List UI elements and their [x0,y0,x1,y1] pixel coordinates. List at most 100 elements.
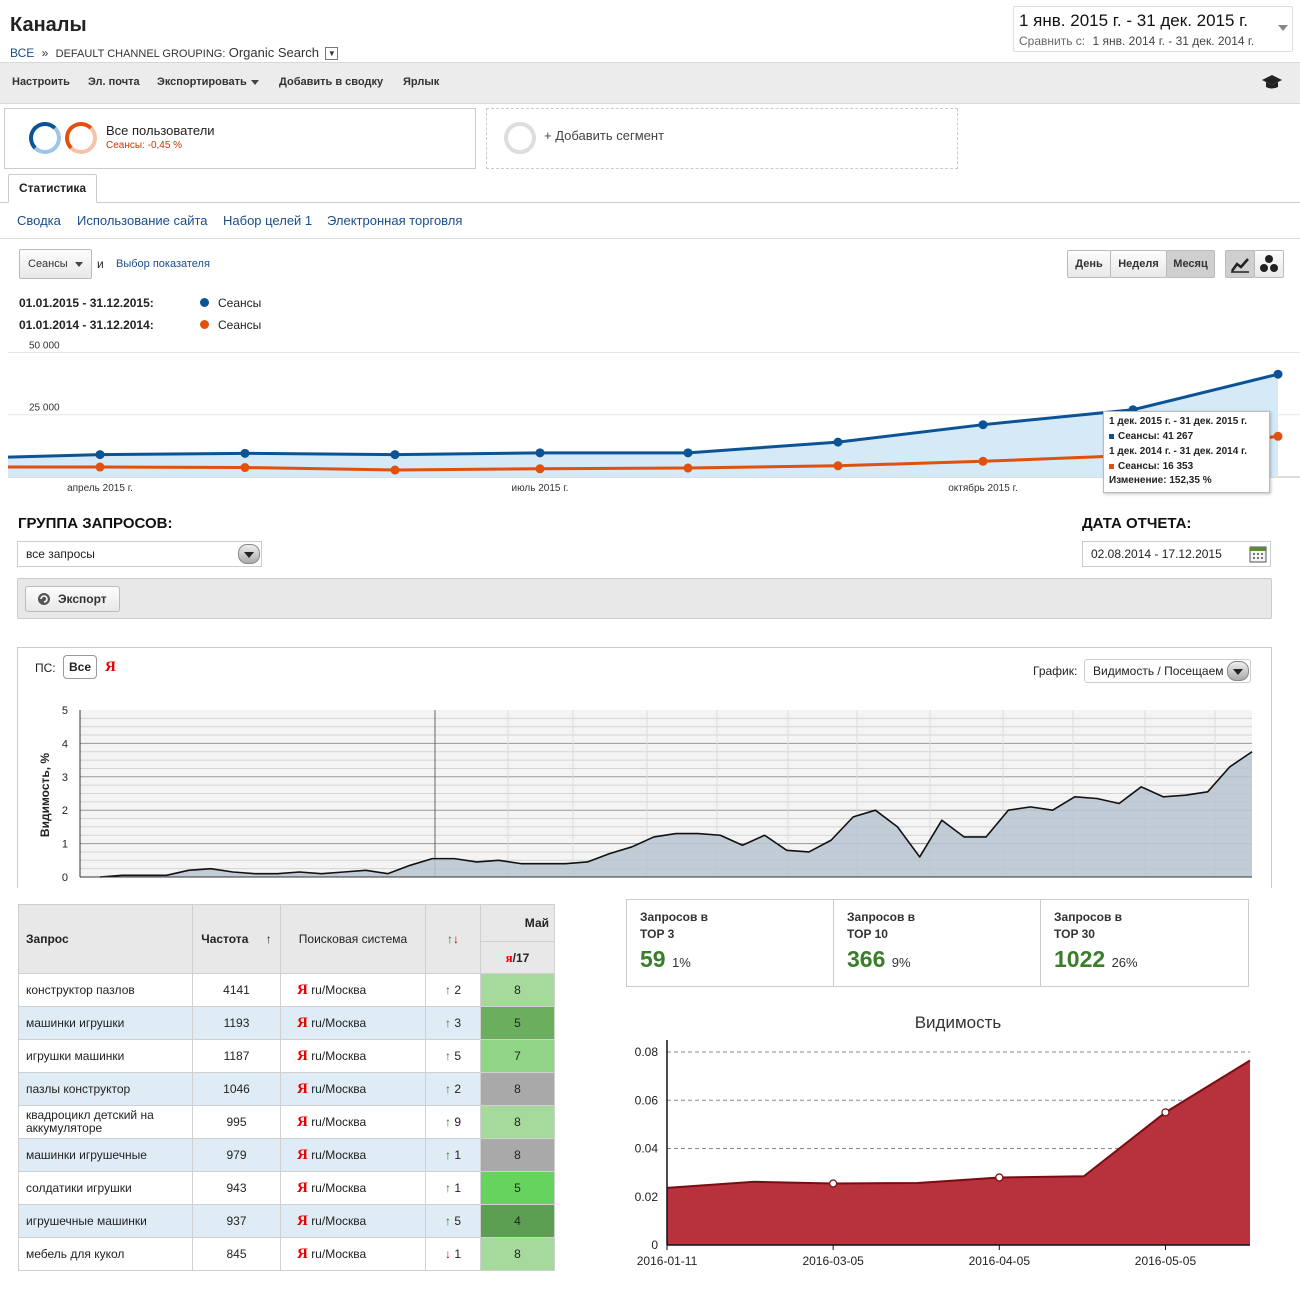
add-segment-label: + Добавить сегмент [544,128,665,143]
table-row[interactable]: игрушки машинки 1187 я ru/Москва ↑ 57 [18,1039,555,1073]
stat-top30: Запросов в TOP 30 1022 26% [1041,900,1247,986]
graph-type-select[interactable]: Видимость / Посещаем [1084,659,1251,683]
export-menu-label: Экспортировать [157,76,247,88]
cell-change: ↑ 1 [425,1138,481,1172]
period-week-button[interactable]: Неделя [1110,250,1167,278]
cell-query[interactable]: солдатики игрушки [18,1171,193,1205]
col-frequency[interactable]: Частота ↑ [192,904,281,974]
line-chart-view-button[interactable] [1225,250,1255,278]
cell-query[interactable]: конструктор пазлов [18,973,193,1007]
series-2014-point [978,456,988,466]
visibility-panel [17,647,1272,888]
breadcrumb-dropdown-icon[interactable]: ▼ [325,47,339,61]
metric-select[interactable]: Сеансы [19,249,92,279]
visibility-trend-chart[interactable]: Видимость 0 0.02 0.04 0.06 0.08 2016-01-11 2016… [620,1000,1280,1280]
yandex-icon: я [297,1047,308,1064]
cell-query[interactable]: квадроцикл детский на аккумуляторе [18,1105,193,1139]
choose-metric-link[interactable]: Выбор показателя [116,258,210,270]
change-arrow-icon: ↑ [444,1049,451,1063]
graduation-cap-icon[interactable] [1262,73,1282,91]
cell-query[interactable]: игрушечные машинки [18,1204,193,1238]
graph-type-value: Видимость / Посещаем [1093,664,1224,678]
yandex-icon: я [297,981,308,998]
table-row[interactable]: машинки игрушки 1193 я ru/Москва ↑ 35 [18,1006,555,1040]
add-to-dashboard-button[interactable]: Добавить в сводку [279,76,384,88]
cell-engine-region: ru/Москва [311,1147,367,1162]
col-search-engine[interactable]: Поисковая система [280,904,426,974]
subtab-ecommerce[interactable]: Электронная торговля [327,213,463,228]
cell-query[interactable]: машинки игрушечные [18,1138,193,1172]
cell-query[interactable]: игрушки машинки [18,1039,193,1073]
col-query[interactable]: Запрос [18,904,193,974]
stat-top3-label2: TOP 3 [640,927,675,941]
x-tick-label: 2016-03-05 [802,1254,864,1268]
visibility-area-chart[interactable]: 0 1 2 3 4 5 Видимость, % [30,700,1270,885]
change-arrow-icon: ↓ [444,1247,451,1261]
cell-change-value: 5 [454,1214,462,1228]
compare-label: Сравнить с: [1019,34,1086,48]
engine-all-button[interactable]: Все [63,655,97,679]
cell-frequency: 943 [192,1171,281,1205]
subtab-site-usage[interactable]: Использование сайта [77,213,208,228]
cell-query[interactable]: пазлы конструктор [18,1072,193,1106]
data-point [1161,1108,1170,1117]
subtab-goal-set-1[interactable]: Набор целей 1 [223,213,313,228]
date-range-picker[interactable]: 1 янв. 2015 г. - 31 дек. 2015 г. Сравнит… [1013,6,1293,52]
y-tick-label: 1 [62,839,68,851]
breadcrumb-group: DEFAULT CHANNEL GROUPING: [55,48,226,60]
x-tick-label: 2016-05-05 [1135,1254,1197,1268]
breadcrumb-all-link[interactable]: ВСЕ [10,46,35,60]
period-day-button[interactable]: День [1067,250,1111,278]
cell-engine: я ru/Москва [280,973,426,1007]
col-day[interactable]: я/17 [480,941,555,974]
toolbar: Настроить Эл. почта Экспортировать Добав… [0,62,1300,104]
period-month-button[interactable]: Месяц [1166,250,1215,278]
customize-button[interactable]: Настроить [12,76,70,88]
x-tick-label: 2016-01-11 [637,1254,698,1268]
motion-chart-view-button[interactable] [1254,250,1284,278]
calendar-icon[interactable] [1249,545,1267,563]
breadcrumb-separator: » [41,46,49,60]
yandex-icon: я [297,1113,308,1130]
tooltip-range-2014: 1 дек. 2014 г. - 31 дек. 2014 г. [1109,446,1248,457]
y-tick-label: 0 [651,1238,658,1252]
segment-all-users[interactable]: Все пользователи Сеансы: -0,45 % [4,108,476,169]
export-button[interactable]: Экспорт [25,586,120,612]
cell-change-value: 2 [454,983,462,997]
tab-statistics[interactable]: Статистика [8,174,98,203]
col-change[interactable]: ↑↓ [425,904,481,974]
table-row[interactable]: игрушечные машинки 937 я ru/Москва ↑ 54 [18,1204,555,1238]
table-row[interactable]: мебель для кукол 845 я ru/Москва ↓ 18 [18,1237,555,1271]
sessions-line-chart[interactable]: 25 000 50 000 апрель 2015 г. июль 2015 г. ок… [0,340,1300,500]
email-button[interactable]: Эл. почта [88,76,140,88]
y-tick-label: 50 000 [29,340,60,351]
yandex-filter-icon[interactable]: Я [105,659,116,675]
table-row[interactable]: квадроцикл детский на аккумуляторе 995 я r… [18,1105,555,1139]
cell-engine-region: ru/Москва [311,1180,367,1195]
export-menu-button[interactable]: Экспортировать [157,76,259,88]
cell-engine: я ru/Москва [280,1039,426,1073]
change-arrow-icon: ↑ [444,1214,451,1228]
cell-query[interactable]: мебель для кукол [18,1237,193,1271]
table-row[interactable]: машинки игрушечные 979 я ru/Москва ↑ 18 [18,1138,555,1172]
cell-position: 5 [480,1006,555,1040]
x-tick-label: 2016-04-05 [969,1254,1031,1268]
query-group-value: все запросы [26,547,95,561]
query-group-select[interactable]: все запросы [17,541,262,567]
table-row[interactable]: пазлы конструктор 1046 я ru/Москва ↑ 28 [18,1072,555,1106]
add-segment-button[interactable]: + Добавить сегмент [486,108,958,169]
y-tick-label: 0.02 [635,1190,659,1204]
x-tick-label: октябрь 2015 г. [948,482,1018,494]
table-row[interactable]: солдатики игрушки 943 я ru/Москва ↑ 15 [18,1171,555,1205]
caret-down-icon [250,79,259,85]
metric-and-label: и [97,257,104,271]
cell-query[interactable]: машинки игрушки [18,1006,193,1040]
shortcut-button[interactable]: Ярлык [403,76,440,88]
table-row[interactable]: конструктор пазлов 4141 я ru/Москва ↑ 28 [18,973,555,1007]
report-date-field[interactable]: 02.08.2014 - 17.12.2015 [1082,541,1271,567]
subtab-summary[interactable]: Сводка [17,213,61,228]
cell-change-value: 1 [454,1247,462,1261]
stat-top30-value: 1022 [1054,946,1106,972]
tooltip-sessions-2014: Сеансы: 16 353 [1109,461,1193,472]
col-month: Май [480,904,555,942]
